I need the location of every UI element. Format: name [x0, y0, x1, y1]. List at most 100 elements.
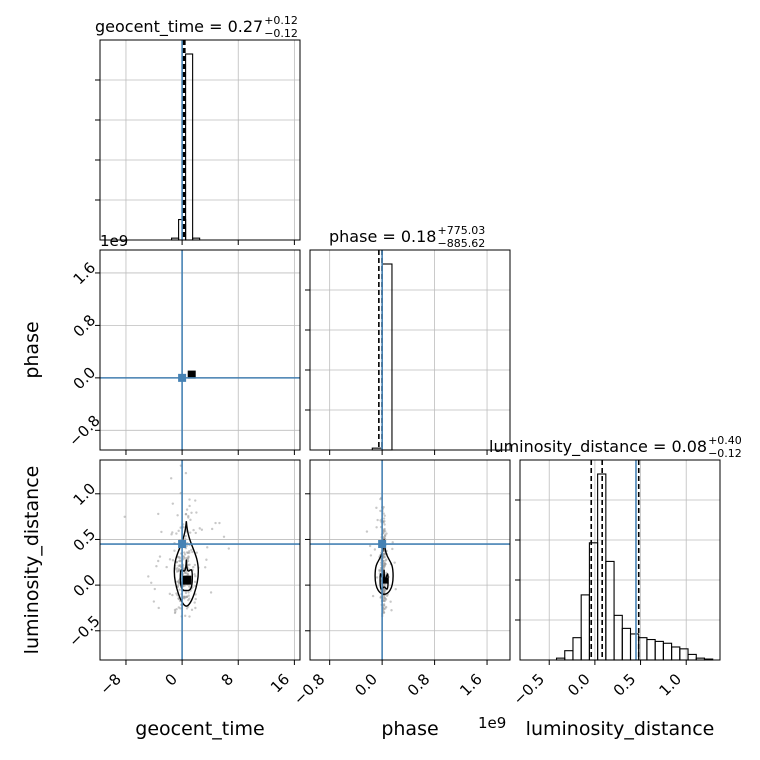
- sample-point: [157, 559, 160, 563]
- sample-point: [177, 568, 181, 572]
- sample-point: [383, 562, 387, 565]
- sample-point: [389, 600, 392, 603]
- sample-point: [382, 556, 386, 559]
- title-lower-error: −0.12: [708, 447, 742, 460]
- sample-point: [177, 582, 181, 585]
- sample-point: [190, 511, 193, 514]
- sample-point: [193, 563, 197, 567]
- sample-point: [205, 558, 208, 561]
- x-axis-label-phase: phase: [381, 718, 438, 740]
- sample-point: [186, 559, 190, 563]
- sample-point: [171, 593, 174, 597]
- sample-point: [165, 565, 168, 569]
- sample-point: [383, 599, 387, 603]
- sample-point: [375, 576, 379, 579]
- sample-point: [187, 514, 190, 518]
- sample-point: [123, 515, 126, 519]
- title-geocent_time: geocent_time = 0.27 +0.12−0.12: [95, 14, 298, 40]
- sample-point: [382, 528, 386, 531]
- sample-point: [185, 607, 189, 610]
- sample-point: [195, 511, 198, 514]
- sample-point: [188, 585, 191, 588]
- sample-point: [227, 547, 231, 550]
- sample-point: [171, 531, 174, 534]
- sample-point: [214, 521, 217, 525]
- sample-point: [157, 606, 160, 610]
- sample-point: [200, 528, 204, 531]
- sample-point: [188, 504, 191, 508]
- title-upper-error: +0.12: [264, 14, 298, 27]
- sample-point: [188, 615, 191, 618]
- title-phase: phase = 0.18 +775.03−885.62: [329, 224, 485, 250]
- sample-point: [157, 512, 160, 516]
- sample-point: [189, 518, 192, 522]
- sample-point: [185, 544, 188, 548]
- sample-point: [184, 471, 188, 475]
- sample-point: [160, 530, 163, 534]
- sample-point: [383, 523, 386, 526]
- title-luminosity_distance: luminosity_distance = 0.08 +0.40−0.12: [489, 434, 742, 460]
- offset-text-phase: 1e9: [478, 714, 506, 732]
- sample-point: [173, 549, 176, 552]
- contour-outer: [173, 521, 200, 607]
- sample-point: [175, 570, 179, 573]
- sample-point: [382, 512, 385, 515]
- sample-point: [375, 526, 378, 529]
- sample-point: [376, 518, 379, 522]
- sample-point: [173, 608, 177, 612]
- sample-point: [188, 563, 191, 567]
- sample-point: [206, 546, 209, 549]
- sample-point: [373, 548, 377, 551]
- sample-point: [378, 568, 381, 572]
- sample-point: [188, 549, 191, 553]
- sample-point: [185, 572, 189, 575]
- sample-point: [194, 531, 197, 535]
- sample-point: [184, 512, 188, 516]
- sample-point: [192, 528, 195, 532]
- truth-marker: [178, 540, 187, 549]
- offset-text-geocent_time: 1e9: [100, 232, 128, 250]
- sample-point: [187, 591, 190, 594]
- contour-outer: [374, 539, 394, 595]
- sample-point: [183, 553, 187, 556]
- sample-point: [175, 568, 178, 571]
- grid-lines: [548, 460, 687, 660]
- sample-point: [193, 580, 197, 584]
- sample-point: [183, 551, 186, 554]
- x-axis-label-geocent_time: geocent_time: [135, 718, 264, 740]
- sample-point: [194, 597, 197, 601]
- histogram-geocent_time: [95, 40, 201, 241]
- sample-point: [173, 611, 177, 615]
- sample-point: [177, 529, 180, 533]
- sample-point: [171, 502, 175, 505]
- sample-point: [188, 531, 192, 534]
- panel-title: luminosity_distance = 0.08: [489, 437, 707, 457]
- sample-point: [369, 554, 373, 557]
- sample-point: [204, 566, 207, 569]
- panel-title: geocent_time = 0.27: [95, 17, 263, 37]
- sample-point: [382, 505, 385, 509]
- sample-point: [183, 614, 187, 618]
- sample-point: [384, 559, 387, 562]
- sample-point: [187, 598, 190, 602]
- sample-point: [365, 530, 369, 533]
- sample-point: [168, 592, 172, 596]
- sample-point: [375, 506, 378, 510]
- title-lower-error: −885.62: [437, 237, 485, 250]
- panel-phase-vs-geocent_time-frame: [99, 249, 301, 451]
- sample-point: [152, 600, 156, 603]
- sample-point: [185, 551, 189, 554]
- sample-point: [188, 498, 191, 501]
- density-peak: [187, 370, 196, 379]
- density-peak: [381, 577, 388, 584]
- sample-point: [178, 588, 181, 591]
- sample-point: [168, 558, 172, 561]
- sample-point: [383, 537, 386, 540]
- sample-point: [155, 565, 158, 568]
- y-axis-label-phase: phase: [21, 321, 43, 378]
- sample-point: [184, 591, 188, 595]
- sample-point: [382, 604, 385, 607]
- sample-point: [187, 594, 190, 597]
- sample-point: [158, 555, 162, 558]
